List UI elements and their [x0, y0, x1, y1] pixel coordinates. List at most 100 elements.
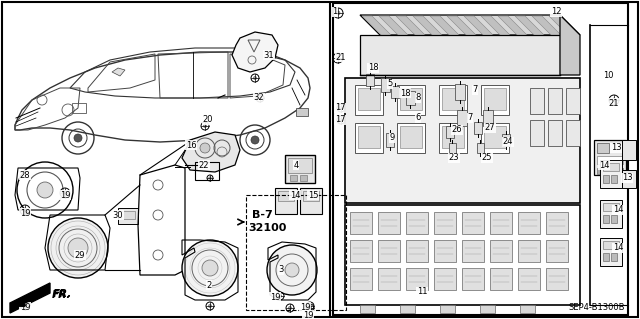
- Polygon shape: [413, 16, 443, 36]
- Bar: [195, 162, 219, 180]
- Bar: [378, 212, 400, 234]
- Bar: [566, 120, 580, 146]
- Bar: [530, 120, 544, 146]
- Bar: [345, 78, 580, 203]
- Bar: [611, 215, 617, 223]
- Text: FR.: FR.: [53, 289, 72, 299]
- Circle shape: [37, 182, 53, 198]
- Bar: [548, 88, 562, 114]
- Bar: [355, 123, 383, 153]
- Bar: [386, 133, 394, 147]
- Bar: [611, 175, 617, 183]
- Bar: [603, 241, 619, 249]
- Text: SEP4-B1300B: SEP4-B1300B: [568, 303, 625, 312]
- Text: 16: 16: [186, 140, 196, 150]
- Bar: [484, 88, 506, 110]
- Text: 4: 4: [293, 160, 299, 169]
- Bar: [481, 85, 509, 115]
- Bar: [121, 211, 135, 219]
- Bar: [397, 123, 425, 153]
- Bar: [350, 268, 372, 290]
- Bar: [434, 240, 456, 262]
- Bar: [397, 85, 425, 115]
- Circle shape: [308, 307, 312, 310]
- Bar: [381, 78, 390, 92]
- Circle shape: [63, 191, 67, 195]
- Bar: [350, 212, 372, 234]
- Bar: [566, 88, 580, 114]
- Bar: [400, 88, 422, 110]
- Text: 9: 9: [389, 133, 395, 143]
- Text: 21: 21: [336, 53, 346, 62]
- Bar: [358, 88, 380, 110]
- Circle shape: [209, 177, 211, 179]
- Text: 7: 7: [467, 114, 473, 122]
- Text: 6: 6: [415, 114, 420, 122]
- Circle shape: [74, 134, 82, 142]
- Bar: [603, 175, 609, 183]
- Bar: [118, 208, 138, 224]
- Circle shape: [267, 245, 317, 295]
- Circle shape: [339, 118, 342, 122]
- Bar: [303, 191, 319, 201]
- Text: 14: 14: [612, 205, 623, 214]
- Text: 28: 28: [20, 170, 30, 180]
- Text: 18: 18: [400, 88, 410, 98]
- Circle shape: [182, 240, 238, 296]
- Polygon shape: [447, 16, 477, 36]
- Bar: [518, 240, 540, 262]
- Bar: [446, 126, 454, 138]
- Text: 14: 14: [612, 243, 623, 253]
- Bar: [607, 168, 613, 174]
- Circle shape: [204, 124, 207, 128]
- Bar: [462, 268, 484, 290]
- Bar: [597, 156, 623, 164]
- Bar: [442, 126, 464, 148]
- Text: 22: 22: [199, 160, 209, 169]
- Circle shape: [23, 303, 27, 307]
- Circle shape: [278, 294, 282, 298]
- Text: 15: 15: [308, 190, 318, 199]
- Polygon shape: [549, 16, 579, 36]
- Bar: [477, 143, 484, 153]
- Text: 26: 26: [452, 125, 462, 135]
- Circle shape: [259, 96, 262, 100]
- Bar: [462, 240, 484, 262]
- Text: 19: 19: [60, 190, 70, 199]
- Bar: [597, 143, 609, 153]
- Bar: [548, 120, 562, 146]
- Polygon shape: [112, 68, 125, 76]
- Bar: [455, 84, 465, 100]
- Circle shape: [209, 304, 212, 308]
- Polygon shape: [232, 32, 278, 72]
- Bar: [296, 108, 308, 116]
- Bar: [246, 195, 346, 310]
- Bar: [300, 175, 307, 181]
- Bar: [611, 253, 617, 261]
- Text: 20: 20: [203, 115, 213, 124]
- Text: 14: 14: [599, 160, 609, 169]
- Text: 19: 19: [20, 302, 30, 311]
- Bar: [603, 163, 619, 171]
- Bar: [600, 238, 622, 266]
- Text: 21: 21: [609, 99, 620, 108]
- Bar: [597, 168, 603, 174]
- Bar: [439, 123, 467, 153]
- Text: 29: 29: [75, 250, 85, 259]
- Bar: [462, 212, 484, 234]
- Bar: [285, 155, 315, 183]
- Text: 12: 12: [551, 8, 561, 17]
- Bar: [546, 212, 568, 234]
- Text: B-7: B-7: [252, 210, 273, 220]
- Bar: [275, 188, 297, 214]
- Bar: [400, 126, 422, 148]
- Bar: [360, 305, 375, 313]
- Text: 19: 19: [20, 209, 30, 218]
- Bar: [502, 134, 510, 146]
- Text: 19: 19: [269, 293, 280, 301]
- Text: 19: 19: [303, 310, 313, 319]
- Text: 32100: 32100: [248, 223, 286, 233]
- Text: 10: 10: [603, 70, 613, 79]
- Bar: [518, 212, 540, 234]
- Text: 11: 11: [417, 287, 428, 296]
